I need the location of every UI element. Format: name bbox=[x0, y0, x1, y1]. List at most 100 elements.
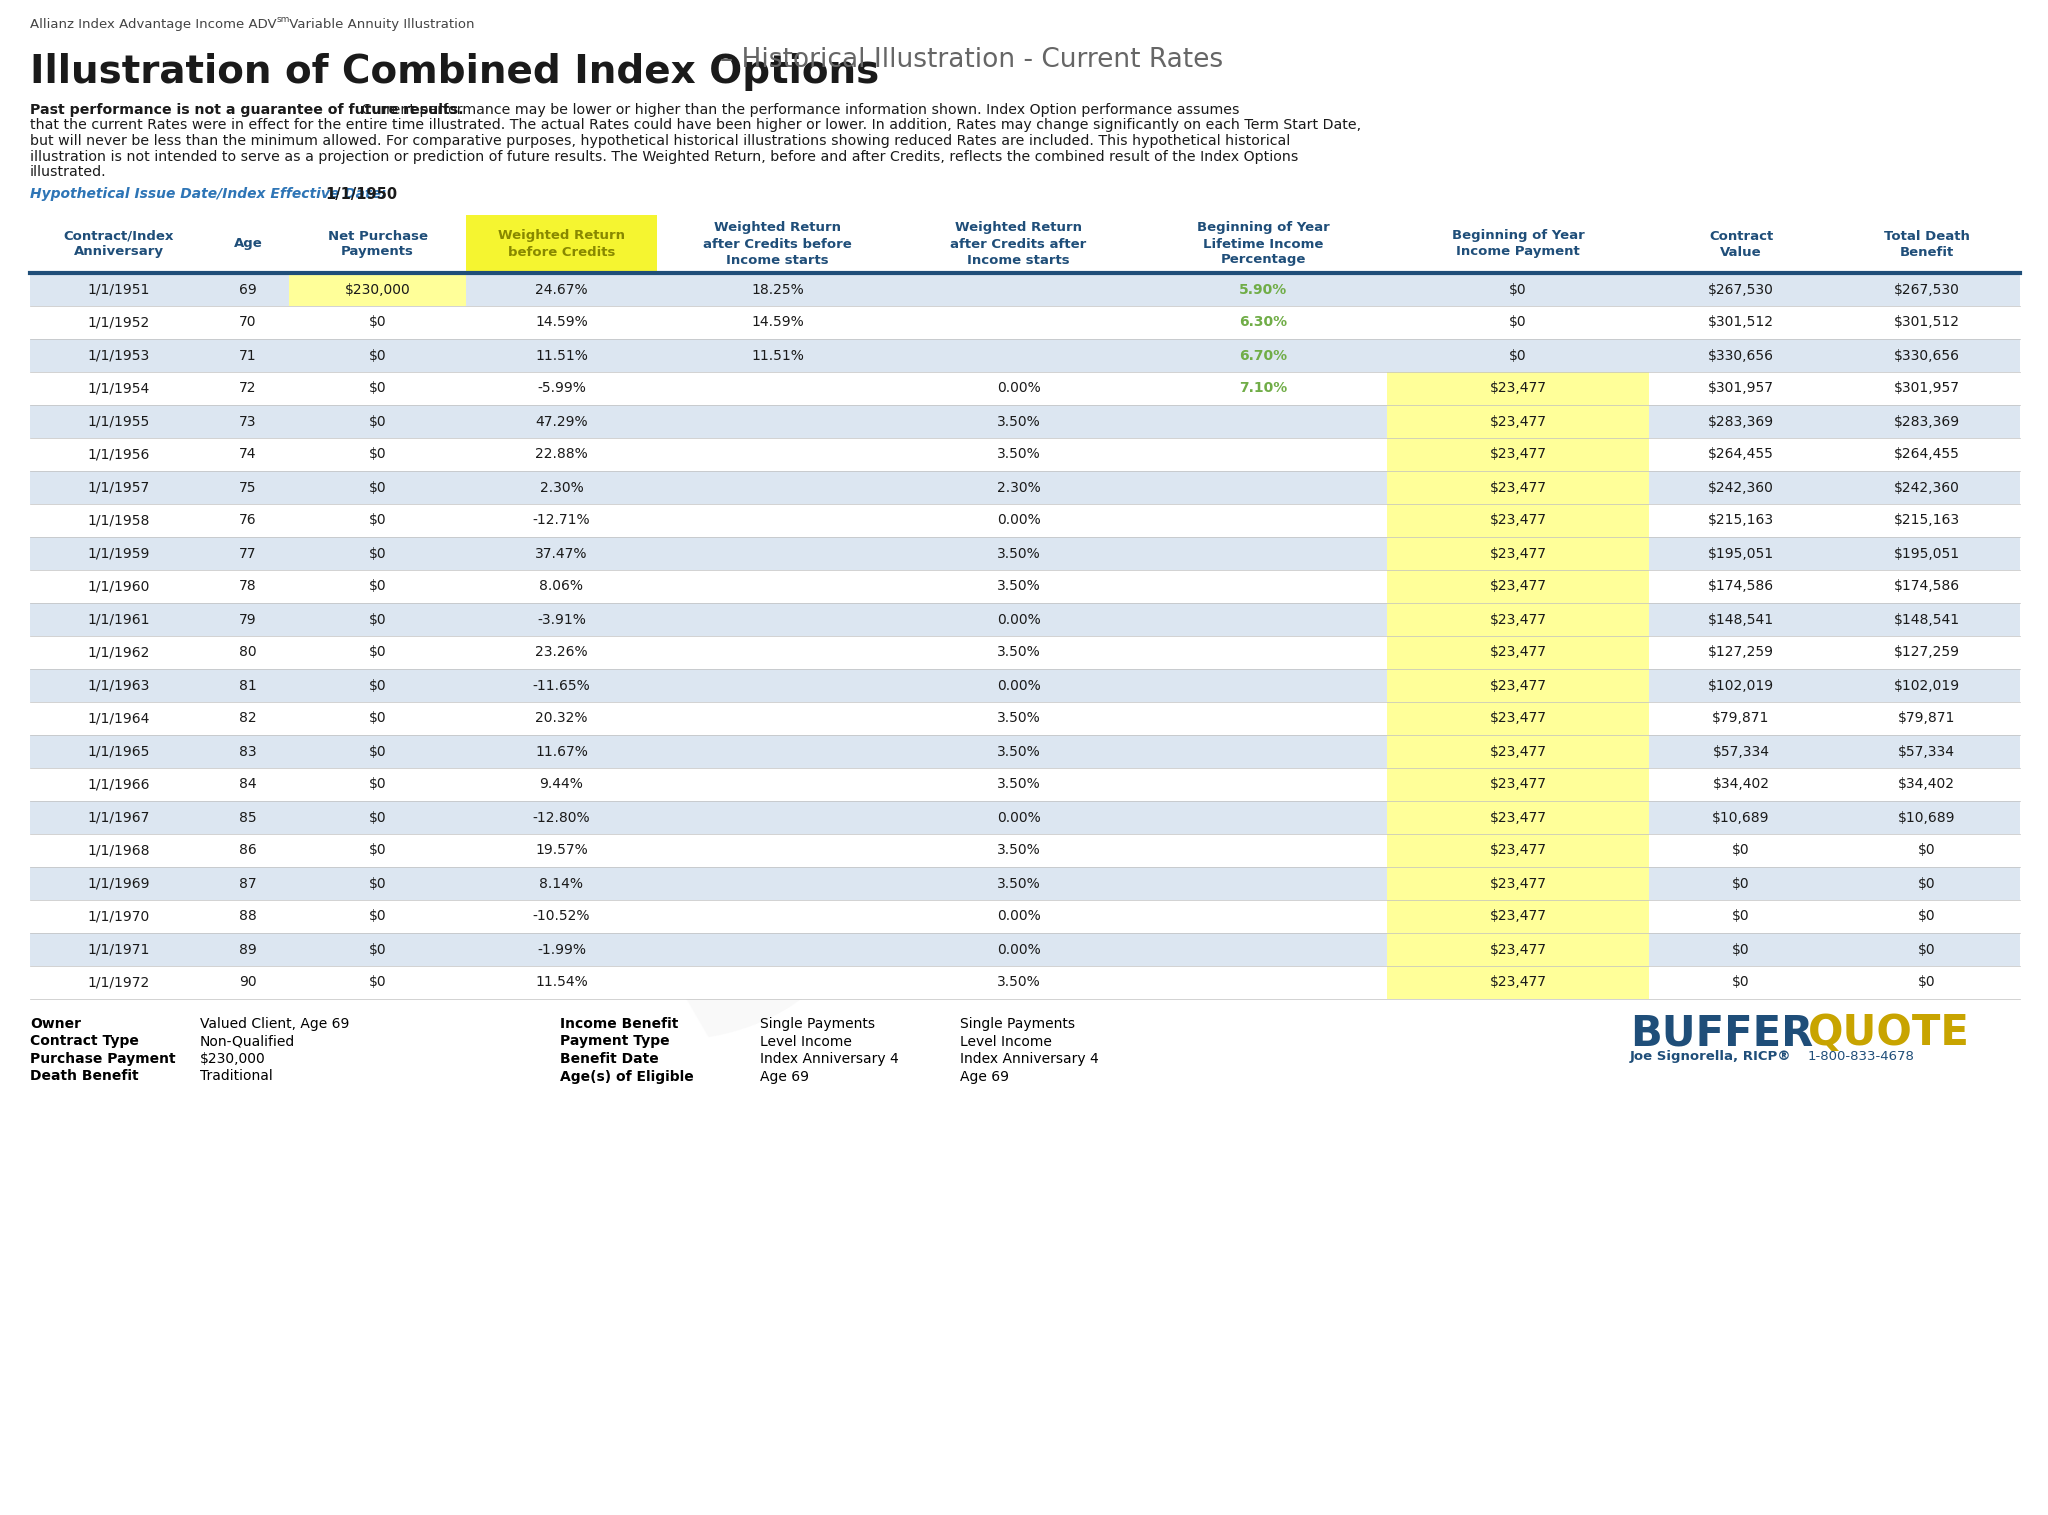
Text: $23,477: $23,477 bbox=[1489, 382, 1546, 395]
Bar bbox=[897, 636, 1139, 670]
Bar bbox=[897, 339, 1139, 373]
Text: Non-Qualified: Non-Qualified bbox=[201, 1035, 295, 1048]
Bar bbox=[1386, 215, 1649, 273]
Text: 14.59%: 14.59% bbox=[752, 315, 805, 329]
Bar bbox=[207, 438, 289, 471]
Bar bbox=[1386, 933, 1649, 967]
Text: $0: $0 bbox=[369, 712, 387, 726]
Text: $0: $0 bbox=[1733, 976, 1749, 989]
Text: $0: $0 bbox=[369, 976, 387, 989]
Bar bbox=[467, 504, 657, 536]
Bar bbox=[289, 801, 467, 833]
Bar bbox=[657, 215, 897, 273]
Bar bbox=[657, 801, 897, 833]
Text: -5.99%: -5.99% bbox=[537, 382, 586, 395]
Bar bbox=[1139, 833, 1386, 867]
Text: $264,455: $264,455 bbox=[1894, 447, 1960, 462]
Text: 1/1/1957: 1/1/1957 bbox=[88, 480, 150, 494]
Text: 1/1/1955: 1/1/1955 bbox=[88, 415, 150, 429]
Text: Level Income: Level Income bbox=[760, 1035, 852, 1048]
Bar bbox=[31, 215, 207, 273]
Text: Age(s) of Eligible: Age(s) of Eligible bbox=[559, 1070, 694, 1083]
Bar bbox=[1649, 833, 1833, 867]
Text: 78: 78 bbox=[240, 580, 256, 594]
Text: $23,477: $23,477 bbox=[1489, 777, 1546, 791]
Text: 37.47%: 37.47% bbox=[535, 547, 588, 561]
Bar bbox=[207, 768, 289, 801]
Bar bbox=[1386, 373, 1649, 405]
Bar bbox=[1649, 339, 1833, 373]
Text: $174,586: $174,586 bbox=[1708, 580, 1774, 594]
Bar bbox=[31, 768, 207, 801]
Bar bbox=[1649, 471, 1833, 504]
Bar bbox=[31, 636, 207, 670]
Bar bbox=[31, 801, 207, 833]
Bar bbox=[31, 933, 207, 967]
Text: 3.50%: 3.50% bbox=[997, 976, 1040, 989]
Text: 3.50%: 3.50% bbox=[997, 712, 1040, 726]
Text: Owner: Owner bbox=[31, 1017, 82, 1032]
Bar bbox=[897, 471, 1139, 504]
Text: Index Anniversary 4: Index Anniversary 4 bbox=[961, 1051, 1098, 1067]
Text: $264,455: $264,455 bbox=[1708, 447, 1774, 462]
Text: $57,334: $57,334 bbox=[1712, 744, 1769, 759]
Text: 89: 89 bbox=[240, 942, 256, 956]
Text: 72: 72 bbox=[240, 382, 256, 395]
Text: 85: 85 bbox=[240, 811, 256, 824]
Text: $23,477: $23,477 bbox=[1489, 976, 1546, 989]
Text: $230,000: $230,000 bbox=[344, 282, 410, 297]
Bar bbox=[1833, 215, 2019, 273]
Text: 1/1/1965: 1/1/1965 bbox=[88, 744, 150, 759]
Text: 19.57%: 19.57% bbox=[535, 844, 588, 857]
Bar bbox=[1833, 900, 2019, 933]
Bar bbox=[1649, 670, 1833, 701]
Text: 87: 87 bbox=[240, 877, 256, 891]
Text: $267,530: $267,530 bbox=[1708, 282, 1774, 297]
Bar bbox=[1833, 670, 2019, 701]
Text: QUOTE: QUOTE bbox=[1808, 1012, 1970, 1054]
Text: $301,512: $301,512 bbox=[1894, 315, 1960, 329]
Text: 1/1/1963: 1/1/1963 bbox=[88, 679, 150, 692]
Bar bbox=[31, 900, 207, 933]
Bar bbox=[467, 405, 657, 438]
Text: $0: $0 bbox=[369, 679, 387, 692]
Text: that the current Rates were in effect for the entire time illustrated. The actua: that the current Rates were in effect fo… bbox=[31, 118, 1362, 132]
Bar bbox=[289, 438, 467, 471]
Bar bbox=[1833, 603, 2019, 636]
Text: $0: $0 bbox=[369, 844, 387, 857]
Text: Weighted Return
after Credits after
Income starts: Weighted Return after Credits after Inco… bbox=[950, 221, 1087, 267]
Text: 80: 80 bbox=[240, 645, 256, 659]
Text: $0: $0 bbox=[369, 447, 387, 462]
Bar bbox=[289, 967, 467, 998]
Text: 74: 74 bbox=[240, 447, 256, 462]
Bar bbox=[467, 670, 657, 701]
Text: $0: $0 bbox=[369, 480, 387, 494]
Text: $34,402: $34,402 bbox=[1898, 777, 1956, 791]
Text: $0: $0 bbox=[1509, 348, 1528, 362]
Text: illustrated.: illustrated. bbox=[31, 165, 106, 179]
Text: $0: $0 bbox=[369, 877, 387, 891]
Text: 1/1/1953: 1/1/1953 bbox=[88, 348, 150, 362]
Bar bbox=[289, 373, 467, 405]
Bar bbox=[207, 833, 289, 867]
Bar bbox=[897, 373, 1139, 405]
Text: 69: 69 bbox=[240, 282, 256, 297]
Bar bbox=[289, 670, 467, 701]
Text: Death Benefit: Death Benefit bbox=[31, 1070, 139, 1083]
Bar bbox=[1649, 636, 1833, 670]
Bar bbox=[1649, 273, 1833, 306]
Bar bbox=[467, 833, 657, 867]
Bar bbox=[289, 405, 467, 438]
Bar bbox=[897, 273, 1139, 306]
Text: 1/1/1960: 1/1/1960 bbox=[88, 580, 150, 594]
Text: 73: 73 bbox=[240, 415, 256, 429]
Bar bbox=[1649, 603, 1833, 636]
Text: 14.59%: 14.59% bbox=[535, 315, 588, 329]
Bar bbox=[207, 536, 289, 570]
Bar bbox=[1386, 471, 1649, 504]
Bar bbox=[1386, 339, 1649, 373]
Text: 86: 86 bbox=[240, 844, 256, 857]
Bar bbox=[467, 867, 657, 900]
Bar bbox=[207, 504, 289, 536]
Text: Total Death
Benefit: Total Death Benefit bbox=[1884, 229, 1970, 259]
